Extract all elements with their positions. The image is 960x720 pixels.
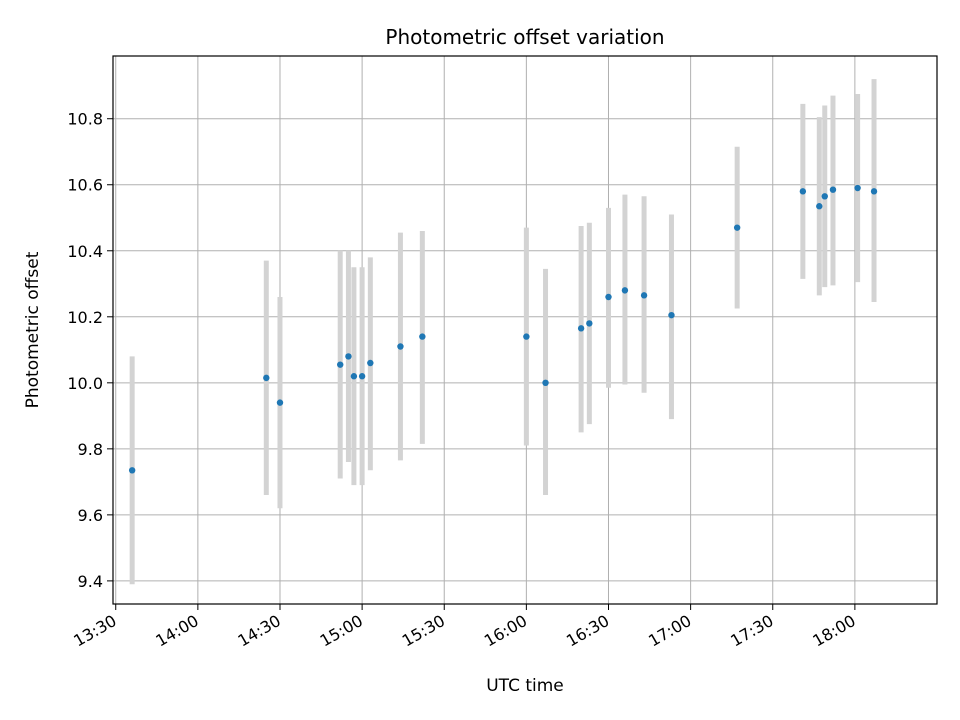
data-point xyxy=(621,287,629,294)
chart-title: Photometric offset variation xyxy=(385,25,664,49)
data-point xyxy=(829,186,837,193)
y-tick-label: 9.4 xyxy=(78,572,103,591)
data-point xyxy=(350,373,358,380)
plot-frame xyxy=(112,55,938,605)
y-tick-label: 10.6 xyxy=(67,176,103,195)
data-point xyxy=(586,320,593,327)
y-axis-title: Photometric offset xyxy=(23,251,43,408)
data-point xyxy=(128,467,136,474)
data-point xyxy=(605,293,612,301)
data-point xyxy=(263,374,270,382)
y-tick-label: 10.4 xyxy=(67,242,103,261)
data-point xyxy=(367,359,374,367)
y-tick-label: 9.8 xyxy=(78,440,103,459)
data-point xyxy=(523,333,530,340)
data-point xyxy=(640,292,648,299)
data-point xyxy=(870,188,878,195)
x-axis-title: UTC time xyxy=(486,676,564,696)
data-point xyxy=(345,353,352,360)
data-point xyxy=(542,379,549,387)
data-point xyxy=(799,188,807,195)
y-tick-label: 10.2 xyxy=(67,308,103,327)
data-point xyxy=(854,184,861,192)
y-tick-label: 10.0 xyxy=(67,374,103,393)
data-point xyxy=(733,224,741,231)
data-point xyxy=(276,399,284,406)
data-points xyxy=(128,184,878,474)
data-point xyxy=(668,311,675,319)
data-point xyxy=(577,325,585,332)
data-point xyxy=(419,333,426,340)
data-point xyxy=(337,361,344,368)
data-point xyxy=(816,203,823,210)
y-tick-label: 10.8 xyxy=(67,110,103,129)
data-point xyxy=(821,193,828,200)
y-axis: 9.4 9.6 9.8 10.0 10.2 10.4 10.6 10.8 xyxy=(67,110,113,591)
data-point xyxy=(397,343,404,350)
data-point xyxy=(358,373,366,380)
y-tick-label: 9.6 xyxy=(78,506,103,525)
